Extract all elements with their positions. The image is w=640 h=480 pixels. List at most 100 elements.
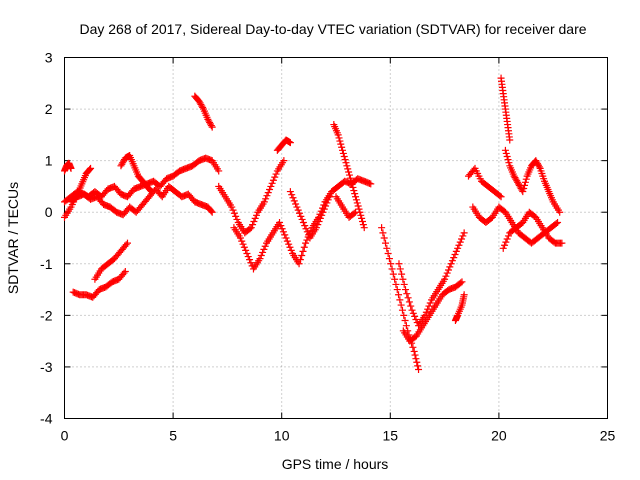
- data-point: [86, 165, 94, 173]
- data-point: [294, 206, 302, 214]
- data-point: [501, 241, 509, 249]
- data-point: [259, 248, 267, 256]
- data-point: [260, 198, 268, 206]
- data-point: [404, 294, 412, 302]
- data-point: [269, 176, 277, 184]
- y-tick-label: -4: [40, 411, 53, 427]
- data-point: [519, 188, 527, 196]
- data-point: [407, 302, 415, 310]
- data-point: [383, 244, 391, 252]
- plot-frame: [64, 57, 608, 419]
- data-point: [387, 260, 395, 268]
- data-point: [456, 238, 464, 246]
- data-point: [384, 249, 392, 257]
- data-point: [426, 299, 434, 307]
- data-point: [262, 195, 270, 203]
- data-point: [342, 159, 350, 167]
- data-point: [393, 286, 401, 294]
- data-point: [316, 214, 324, 222]
- data-point: [298, 252, 306, 260]
- data-point: [296, 256, 304, 264]
- data-point: [411, 312, 419, 320]
- data-point: [398, 306, 406, 314]
- data-point: [389, 270, 397, 278]
- data-point: [350, 187, 358, 195]
- data-point: [451, 251, 459, 259]
- y-tick-label: -3: [40, 359, 53, 375]
- data-point: [409, 343, 417, 351]
- data-point: [285, 240, 293, 248]
- data-point: [199, 104, 207, 112]
- data-point: [345, 168, 353, 176]
- data-point: [354, 202, 362, 210]
- data-point: [257, 252, 265, 260]
- data-point: [360, 224, 368, 232]
- y-tick-label: 1: [45, 153, 53, 169]
- data-point: [402, 322, 410, 330]
- data-point: [120, 269, 128, 277]
- data-point: [208, 123, 216, 131]
- data-point: [380, 234, 388, 242]
- data-point: [232, 212, 240, 220]
- data-point: [312, 224, 320, 232]
- data-point: [352, 193, 360, 201]
- data-point: [506, 136, 514, 144]
- data-point: [382, 239, 390, 247]
- data-point: [408, 306, 416, 314]
- data-point: [522, 175, 530, 183]
- data-point: [290, 197, 298, 205]
- data-point: [289, 194, 297, 202]
- data-point: [253, 211, 261, 219]
- data-point: [339, 146, 347, 154]
- data-point: [207, 122, 215, 130]
- data-point: [422, 308, 430, 316]
- data-point: [238, 237, 246, 245]
- data-point: [378, 224, 386, 232]
- data-point: [520, 184, 528, 192]
- data-point: [503, 235, 511, 243]
- data-point: [352, 208, 360, 216]
- data-point: [396, 265, 404, 273]
- data-point: [457, 279, 465, 287]
- grid: [64, 57, 608, 419]
- data-point: [215, 167, 223, 175]
- data-point: [296, 209, 304, 217]
- data-point: [320, 205, 328, 213]
- data-point: [288, 191, 296, 199]
- data-point: [229, 206, 237, 214]
- data-point: [240, 243, 248, 251]
- data-point: [450, 254, 458, 262]
- data-point: [452, 247, 460, 255]
- data-point: [239, 240, 247, 248]
- data-point: [264, 189, 272, 197]
- data-point: [242, 246, 250, 254]
- data-point: [499, 244, 507, 252]
- data-point: [401, 317, 409, 325]
- data-point: [247, 224, 255, 232]
- data-point: [358, 217, 366, 225]
- data-point: [496, 192, 504, 200]
- data-point: [244, 253, 252, 261]
- data-point: [412, 355, 420, 363]
- data-point: [358, 214, 366, 222]
- data-point: [251, 214, 259, 222]
- data-point: [230, 209, 238, 217]
- data-point: [558, 239, 566, 247]
- data-point: [447, 260, 455, 268]
- data-point: [359, 221, 367, 229]
- data-point: [298, 215, 306, 223]
- data-point: [260, 245, 268, 253]
- data-point: [295, 260, 303, 268]
- data-point: [409, 309, 417, 317]
- data-point: [246, 256, 254, 264]
- data-point: [283, 237, 291, 245]
- data-point: [402, 286, 410, 294]
- data-point: [367, 180, 375, 188]
- x-tick-label: 20: [491, 428, 507, 444]
- data-point: [505, 159, 513, 167]
- data-point: [352, 196, 360, 204]
- y-axis-label: SDTVAR / TECUs: [5, 182, 21, 294]
- data-point: [147, 187, 155, 195]
- data-point: [123, 239, 131, 247]
- y-tick-label: 3: [45, 50, 53, 66]
